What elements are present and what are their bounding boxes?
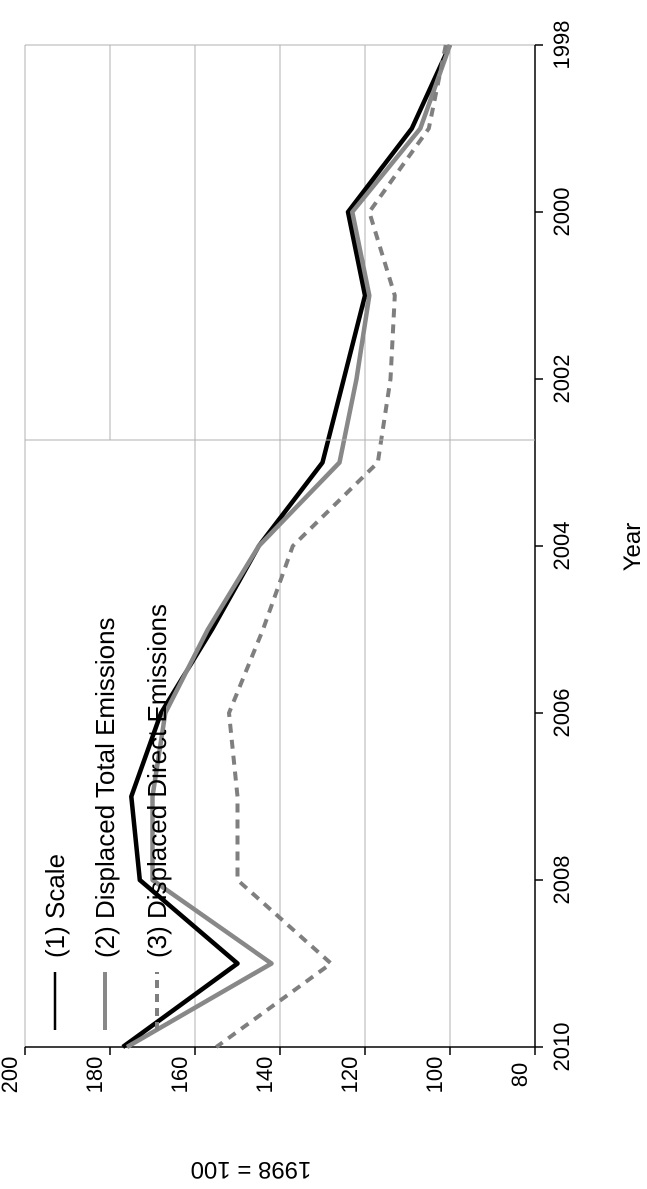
- legend-label: (3) Displaced Direct Emissions: [142, 604, 172, 958]
- legend-label: (1) Scale: [40, 854, 70, 958]
- year-tick-label: 1998: [549, 21, 574, 70]
- year-tick-label: 2006: [549, 689, 574, 738]
- year-tick-label: 2010: [549, 1023, 574, 1072]
- tick-labels: 1998 2000 2002 2004 2006 2008 2010 80 100 120 140 1…: [0, 21, 574, 1094]
- year-tick-label: 2008: [549, 856, 574, 905]
- series-lines: [121, 44, 453, 1049]
- x-axis-label: Year: [619, 523, 646, 572]
- series-line: [125, 44, 453, 1049]
- grid-lines: [109, 45, 451, 1047]
- value-tick-label: 200: [0, 1057, 22, 1094]
- value-tick-label: 160: [167, 1057, 192, 1094]
- value-tick-label: 100: [422, 1057, 447, 1094]
- legend-label: (2) Displaced Total Emissions: [90, 617, 120, 958]
- value-tick-label: 120: [337, 1057, 362, 1094]
- axes: [24, 44, 543, 1055]
- series-line: [215, 44, 448, 1049]
- value-tick-label: 180: [82, 1057, 107, 1094]
- year-tick-label: 2002: [549, 355, 574, 404]
- year-tick-label: 2004: [549, 522, 574, 571]
- year-tick-label: 2000: [549, 188, 574, 237]
- legend: (1) Scale (2) Displaced Total Emissions (3…: [25, 439, 535, 1030]
- value-tick-label: 140: [252, 1057, 277, 1094]
- y-axis-label: 1998 = 100: [191, 1156, 312, 1183]
- value-tick-label: 80: [507, 1063, 532, 1087]
